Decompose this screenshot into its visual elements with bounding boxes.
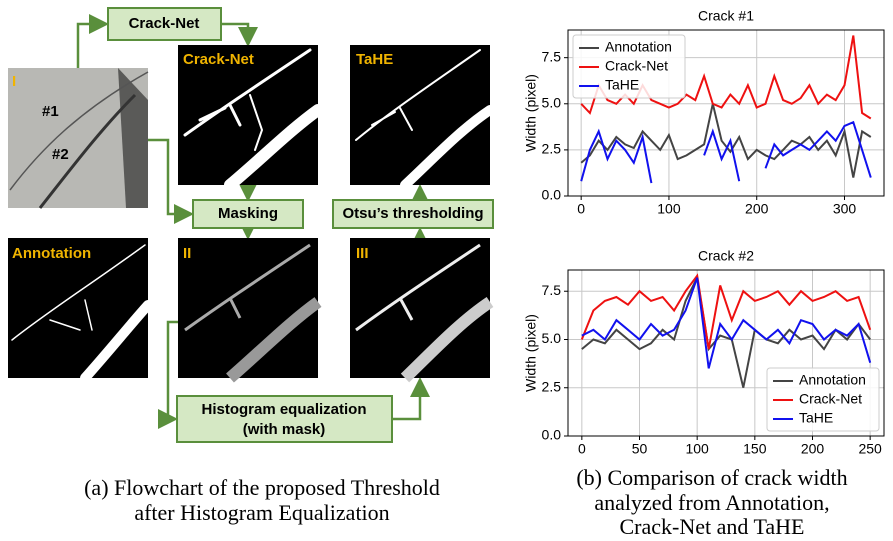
caption: analyzed from Annotation, (594, 490, 829, 515)
caption: (b) Comparison of crack width (576, 465, 847, 490)
x-tick-label: 100 (685, 441, 709, 457)
x-tick-label: 100 (657, 201, 681, 217)
legend-label: Annotation (799, 372, 866, 388)
box (107, 7, 222, 41)
x-tick-label: 250 (858, 441, 882, 457)
image-label: I (12, 73, 16, 90)
box-label: Otsu’s thresholding (342, 205, 483, 222)
legend-label: TaHE (605, 77, 639, 93)
image-label: #2 (52, 146, 69, 163)
series-line (581, 277, 872, 369)
series-line (580, 35, 872, 120)
y-tick-label: 5.0 (542, 94, 562, 110)
x-tick-label: 300 (833, 201, 857, 217)
y-tick-label: 0.0 (542, 427, 562, 443)
crack-image (350, 45, 495, 190)
y-tick-label: 7.5 (542, 48, 562, 64)
x-tick-label: 50 (632, 441, 648, 457)
series-line (580, 120, 872, 184)
image-label: II (183, 245, 191, 262)
plot-frame (567, 29, 885, 197)
arrow (392, 377, 430, 421)
arrow (221, 22, 258, 47)
y-axis-label: Width (pixel) (523, 314, 539, 392)
box (192, 199, 304, 229)
x-tick-label: 200 (801, 441, 825, 457)
image-crack (9, 71, 149, 191)
caption: (a) Flowchart of the proposed Threshold (84, 475, 440, 500)
flowchart: Crack-Net Masking Otsu’s thresholding Hi… (8, 7, 495, 443)
plot-frame (567, 269, 885, 437)
x-tick-label: 0 (577, 201, 585, 217)
legend-label: TaHE (799, 410, 833, 426)
series-line (580, 273, 872, 350)
y-tick-label: 2.5 (542, 378, 562, 394)
box-label: Histogram equalization (201, 401, 366, 418)
legend-label: Annotation (605, 39, 672, 55)
crack-image (178, 238, 322, 383)
arrow (158, 320, 178, 429)
arrow (76, 14, 109, 68)
legend-label: Crack-Net (605, 58, 668, 74)
crack-image (350, 238, 494, 383)
caption: Crack-Net and TaHE (620, 514, 805, 539)
box-label: Crack-Net (129, 15, 200, 32)
chart-title: Crack #1 (698, 8, 754, 24)
chart-title: Crack #2 (698, 248, 754, 264)
series-line (580, 103, 872, 178)
caption: after Histogram Equalization (134, 500, 389, 525)
box (332, 199, 494, 229)
y-tick-label: 7.5 (542, 282, 562, 298)
image-label: Crack-Net (183, 51, 254, 68)
box-label: (with mask) (243, 421, 326, 438)
crack-image (8, 238, 153, 383)
x-tick-label: 0 (578, 441, 586, 457)
arrow (148, 138, 194, 224)
box-label: Masking (218, 205, 278, 222)
y-tick-label: 0.0 (542, 187, 562, 203)
image-label: Annotation (12, 245, 91, 262)
image-label: III (356, 245, 369, 262)
x-tick-label: 200 (745, 201, 769, 217)
y-axis-label: Width (pixel) (523, 74, 539, 152)
x-tick-label: 150 (743, 441, 767, 457)
y-tick-label: 5.0 (542, 330, 562, 346)
image-crack (38, 93, 137, 209)
y-tick-label: 2.5 (542, 141, 562, 157)
legend-label: Crack-Net (799, 391, 862, 407)
box (176, 395, 393, 443)
image-label: TaHE (356, 51, 393, 68)
series-line (581, 274, 872, 388)
crack-image (178, 45, 324, 191)
image-label: #1 (42, 103, 59, 120)
legend-box (572, 34, 686, 99)
legend-box (766, 367, 880, 432)
